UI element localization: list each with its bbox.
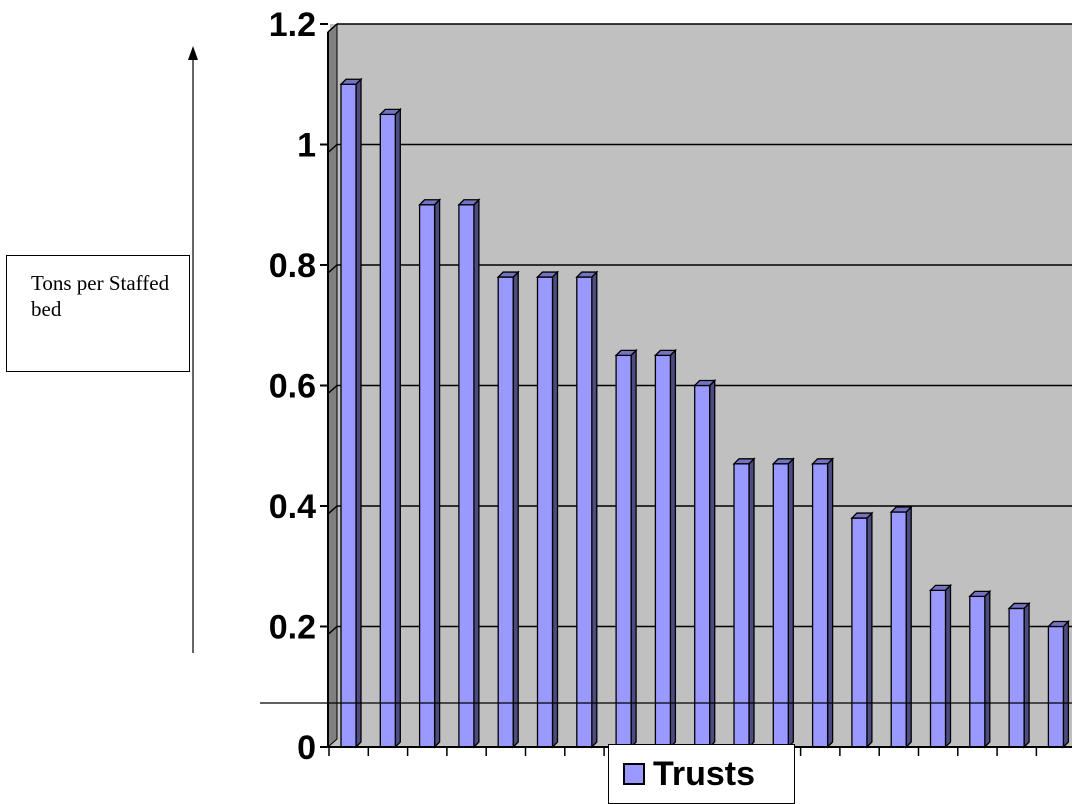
bar-front	[772, 463, 789, 748]
y-tick-label: 1	[297, 127, 316, 165]
bar-side	[826, 457, 834, 749]
bar-side	[709, 378, 716, 749]
bar-side	[748, 457, 755, 749]
bar-side	[1023, 601, 1030, 749]
bar-front	[418, 204, 436, 748]
legend-label: Trusts	[653, 754, 756, 793]
y-ticks: 0 0.2 0.4 0.6 0.8 1 1.2	[269, 6, 328, 767]
bar	[535, 270, 560, 749]
y-tick-label: 0.4	[269, 488, 316, 526]
bar	[889, 505, 913, 749]
ylabel-box: Tons per Staffed bed	[6, 255, 190, 372]
bar-side	[669, 348, 677, 749]
bar	[378, 107, 402, 749]
bar-top	[1007, 602, 1031, 610]
bar	[732, 457, 756, 749]
bar-side	[1062, 619, 1070, 749]
bar-top	[457, 199, 481, 206]
bar	[418, 198, 442, 749]
bar-front	[536, 276, 554, 748]
bar-side	[630, 348, 637, 749]
y-tick-label: 0.8	[269, 247, 316, 285]
bar-front	[576, 276, 593, 748]
bar-top	[418, 199, 442, 206]
bar	[457, 198, 481, 749]
bar-top	[693, 379, 717, 387]
bar-top	[535, 271, 560, 278]
y-tick-label: 0.2	[269, 609, 316, 647]
bar-top	[928, 584, 953, 591]
bar-front	[929, 589, 947, 748]
ylabel-text: Tons per Staffed bed	[31, 271, 170, 321]
legend: Trusts	[608, 744, 795, 804]
gridline-diagonal	[327, 384, 338, 395]
bar-top	[732, 458, 756, 465]
bar	[928, 583, 953, 749]
bar-top	[771, 458, 795, 465]
bar-top	[653, 349, 677, 357]
bar	[693, 378, 717, 749]
bar	[811, 457, 835, 749]
bar	[1046, 619, 1070, 749]
bar-front	[1008, 607, 1025, 748]
plot-side-wall	[327, 22, 338, 749]
bar-side	[591, 270, 598, 749]
bar-top	[811, 458, 835, 465]
gridline-diagonal	[327, 625, 338, 636]
bar-top	[575, 271, 599, 278]
bar-top	[378, 108, 402, 116]
ylabel-arrow-head	[188, 46, 198, 60]
bar	[653, 348, 677, 749]
bar-top	[614, 349, 638, 357]
bar-front	[851, 517, 868, 748]
bar	[771, 457, 795, 749]
gridline-diagonal	[327, 264, 338, 274]
bar-front	[1047, 625, 1065, 748]
y-tick-label: 0.6	[269, 368, 316, 406]
bar-front	[615, 354, 632, 748]
bar-side	[905, 505, 912, 749]
bar-top	[339, 78, 363, 85]
gridline-diagonal	[327, 23, 338, 33]
bar-front	[458, 204, 475, 748]
gridline-diagonal	[327, 143, 338, 154]
bar	[850, 511, 874, 749]
bar-front	[379, 113, 396, 748]
legend-swatch	[623, 763, 645, 785]
bar-side	[433, 198, 441, 749]
bar	[1007, 601, 1031, 749]
gridline-diagonal	[327, 505, 338, 515]
bar-side	[944, 583, 952, 749]
bar-side	[551, 270, 559, 749]
bar-top	[850, 512, 874, 519]
bar-front	[890, 511, 907, 748]
bar	[614, 348, 638, 749]
bar-front	[654, 354, 672, 748]
bar-top	[968, 590, 992, 598]
bar-front	[694, 384, 711, 748]
bar-side	[355, 77, 362, 749]
bar-top	[496, 271, 520, 278]
bar-side	[984, 589, 991, 749]
y-tick-label: 1.2	[269, 6, 316, 44]
bar-front	[969, 595, 986, 748]
bar-top	[1046, 620, 1070, 628]
bar-side	[512, 270, 519, 749]
bar	[339, 77, 363, 749]
bar-side	[394, 107, 401, 749]
bar-front	[811, 463, 829, 748]
bar	[496, 270, 520, 749]
bar-side	[866, 511, 873, 749]
bar	[968, 589, 992, 749]
bar-side	[473, 198, 480, 749]
bar-front	[733, 463, 750, 748]
bar-top	[889, 506, 913, 513]
bar-side	[787, 457, 794, 749]
y-tick-label: 0	[297, 729, 316, 767]
bar-front	[497, 276, 514, 748]
bar-front	[340, 83, 357, 748]
bar	[575, 270, 599, 749]
